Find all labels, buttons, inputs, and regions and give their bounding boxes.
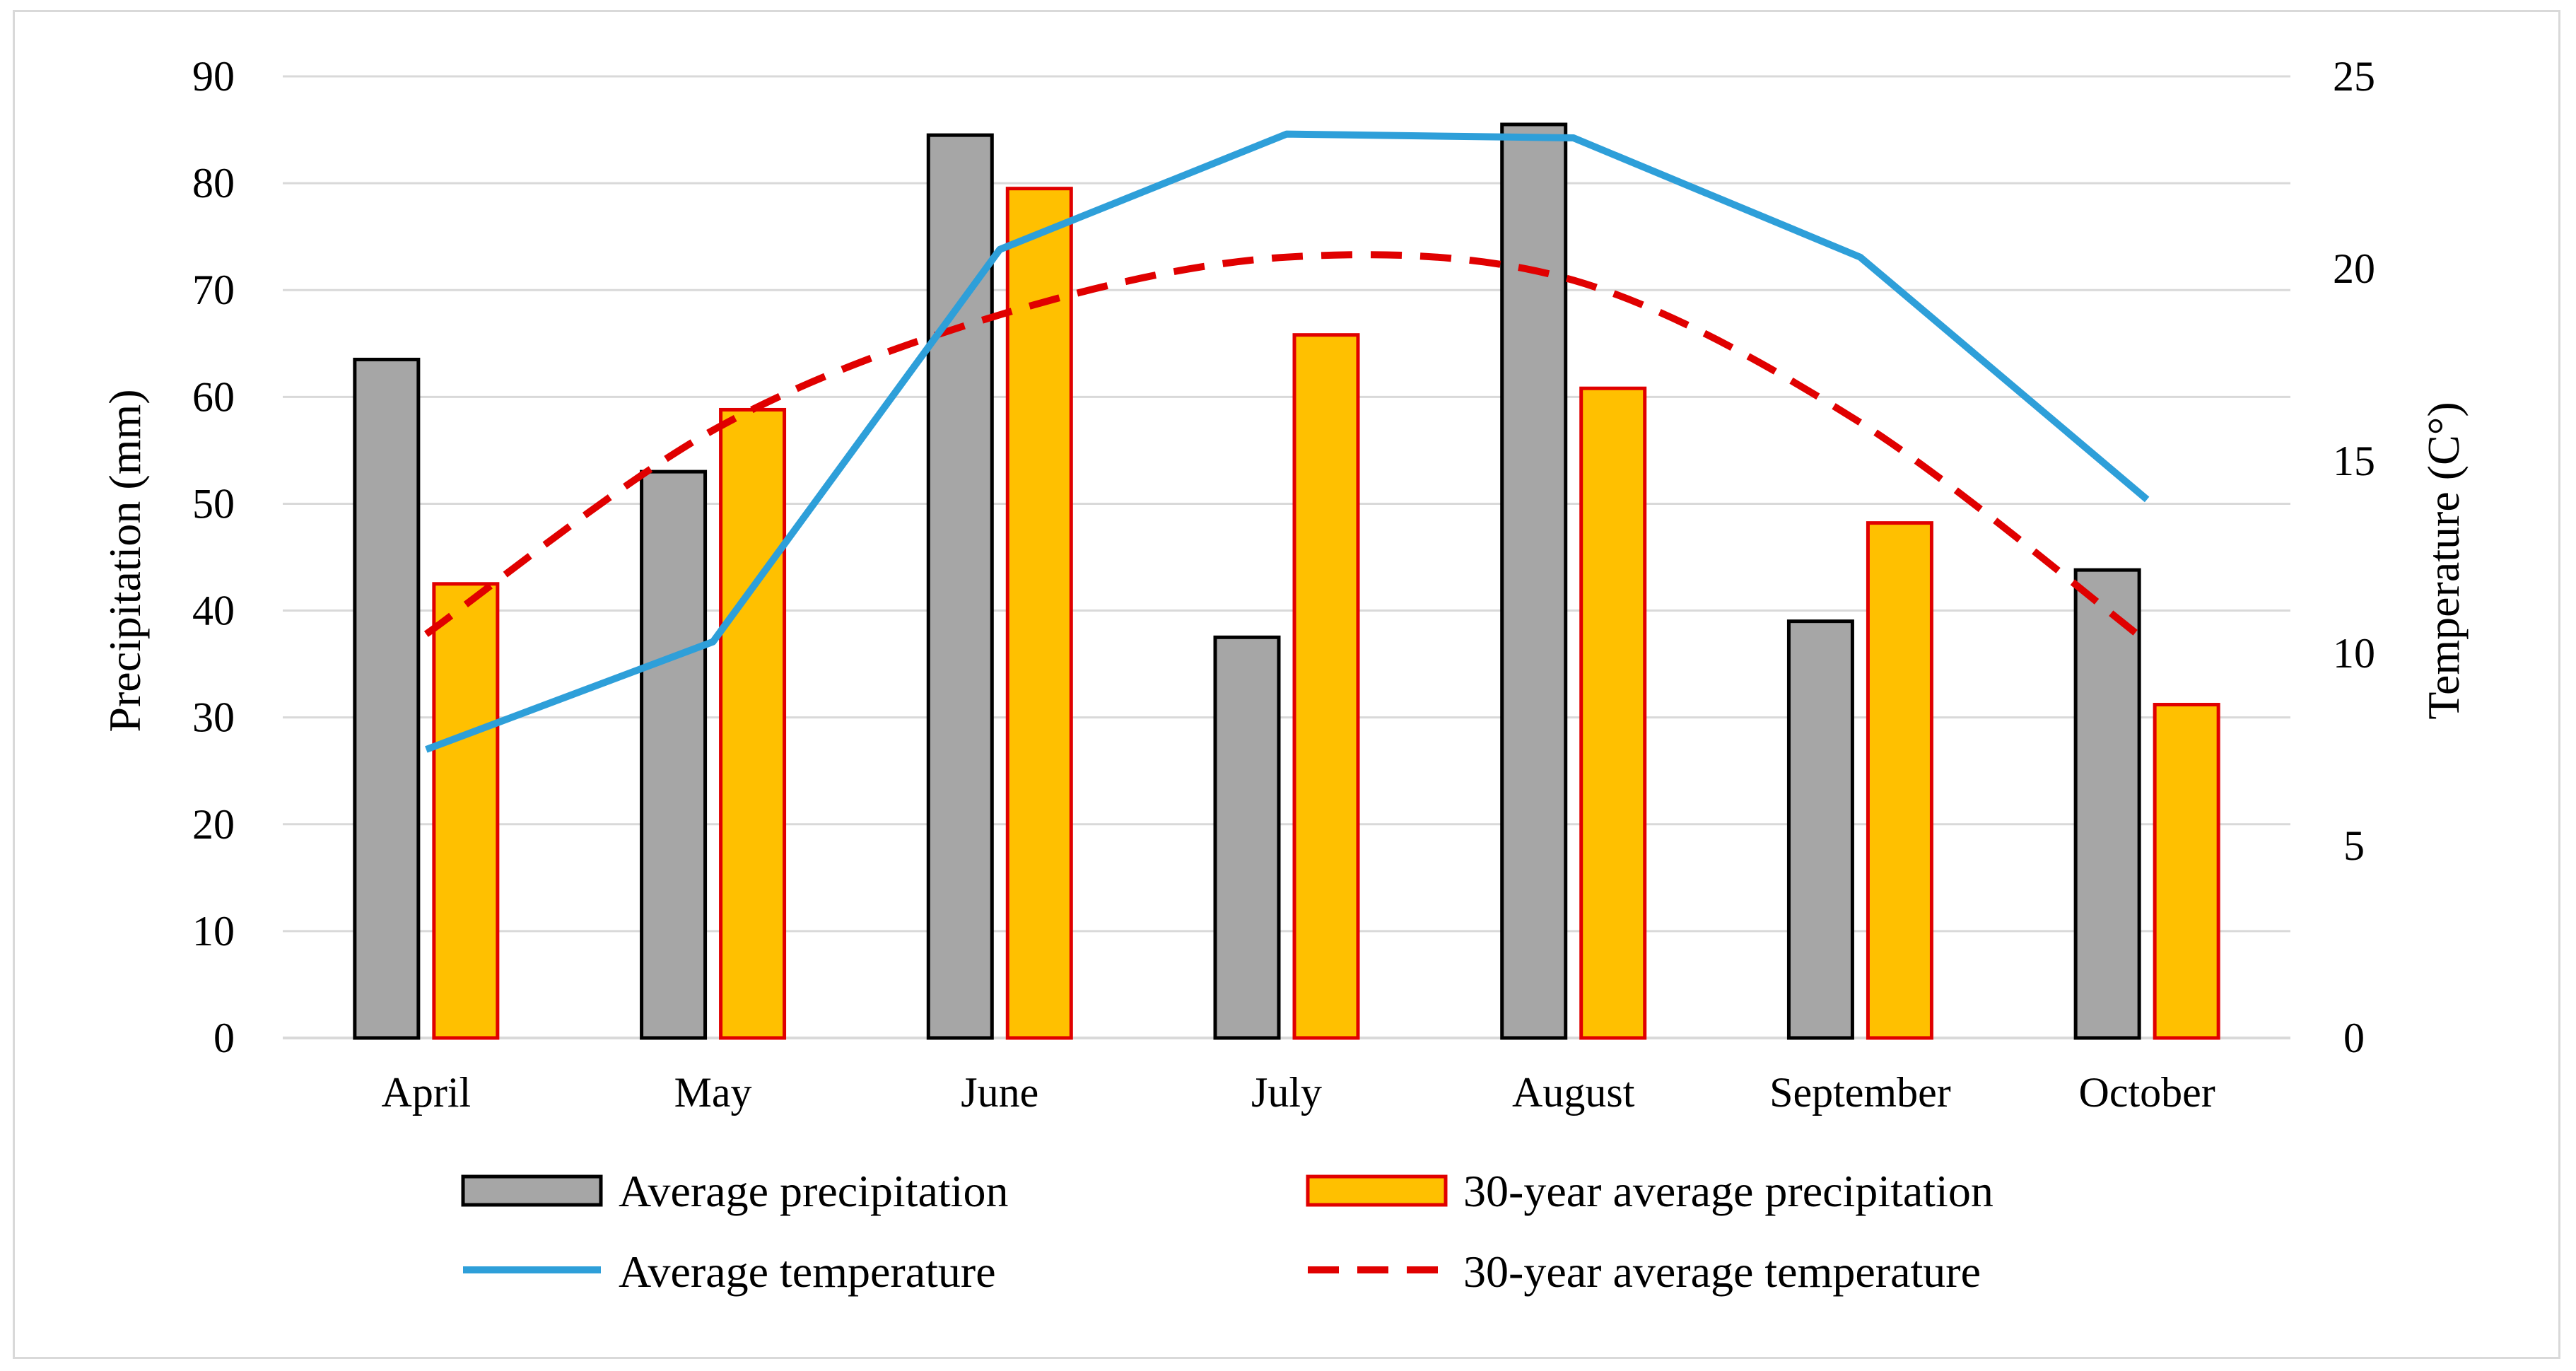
right-axis-title: Temperature (C°) <box>2418 402 2469 719</box>
bar-30-year-average-precipitation-may <box>719 407 787 1040</box>
bar-average-precipitation-july <box>1213 635 1281 1040</box>
bar-average-precipitation-october <box>2073 568 2141 1040</box>
legend-label-30-year-average-precipitation: 30-year average precipitation <box>1463 1166 1994 1216</box>
gridlines <box>283 75 2290 1039</box>
x-tick-label-april: April <box>382 1069 472 1116</box>
legend-label-30-year-average-temperature: 30-year average temperature <box>1463 1247 1981 1297</box>
left-tick-label: 20 <box>192 801 235 848</box>
bar-30-year-average-precipitation-september <box>1866 521 1933 1040</box>
right-tick-label: 25 <box>2333 53 2375 100</box>
line-30-year-average-temperature <box>423 251 2150 645</box>
left-tick-label: 10 <box>192 908 235 955</box>
left-axis-title: Precipitation (mm) <box>100 389 150 732</box>
x-tick-label-may: May <box>674 1069 752 1116</box>
x-tick-label-october: October <box>2079 1069 2215 1116</box>
legend-swatch-average-precipitation <box>461 1174 603 1207</box>
left-tick-label: 50 <box>192 480 235 527</box>
right-tick-label: 15 <box>2333 438 2375 484</box>
left-tick-label: 80 <box>192 160 235 206</box>
left-tick-label: 60 <box>192 373 235 420</box>
bar-average-precipitation-august <box>1500 122 1568 1040</box>
bar-30-year-average-precipitation-october <box>2153 703 2220 1040</box>
left-tick-label: 90 <box>192 53 235 100</box>
bar-30-year-average-precipitation-june <box>1005 187 1073 1040</box>
legend-swatch-30-year-average-precipitation <box>1306 1174 1448 1207</box>
left-tick-label: 0 <box>213 1015 235 1061</box>
right-tick-label: 5 <box>2343 822 2365 869</box>
lines <box>423 130 2150 753</box>
x-tick-label-june: June <box>961 1069 1038 1116</box>
tick-labels: 0 10 20 30 40 50 60 70 80 90 0 5 10 15 20 25 April May Jun… <box>192 53 2375 1116</box>
left-tick-label: 70 <box>192 267 235 313</box>
x-tick-label-september: September <box>1769 1069 1951 1116</box>
left-tick-label: 30 <box>192 694 235 741</box>
legend-label-average-temperature: Average temperature <box>619 1247 996 1297</box>
bar-30-year-average-precipitation-april <box>432 582 500 1040</box>
right-tick-label: 10 <box>2333 630 2375 677</box>
bar-average-precipitation-april <box>353 357 421 1040</box>
left-tick-label: 40 <box>192 588 235 634</box>
legend-label-average-precipitation: Average precipitation <box>619 1166 1008 1216</box>
bar-30-year-average-precipitation-august <box>1579 386 1647 1040</box>
x-tick-label-august: August <box>1512 1069 1635 1116</box>
legend: Average precipitation 30-year average pr… <box>461 1166 1994 1297</box>
bar-30-year-average-precipitation-july <box>1292 333 1360 1040</box>
bar-average-precipitation-may <box>640 469 708 1040</box>
x-tick-label-july: July <box>1251 1069 1322 1116</box>
right-tick-label: 20 <box>2333 245 2375 292</box>
bars <box>353 122 2220 1040</box>
bar-average-precipitation-september <box>1786 619 1854 1040</box>
bar-average-precipitation-june <box>926 133 994 1040</box>
right-tick-label: 0 <box>2343 1015 2365 1061</box>
